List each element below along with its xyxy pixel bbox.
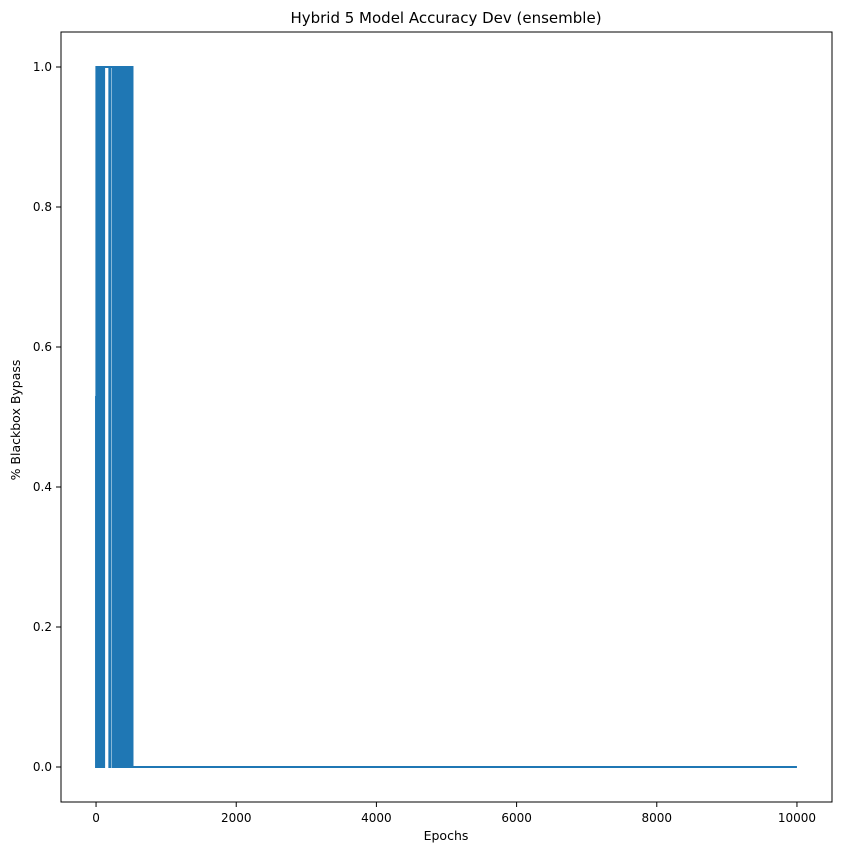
- x-tick-label: 8000: [641, 811, 672, 825]
- y-axis-label: % Blackbox Bypass: [8, 360, 23, 481]
- x-axis-label: Epochs: [424, 828, 469, 843]
- x-tick-label: 10000: [778, 811, 816, 825]
- y-tick-label: 0.0: [33, 760, 52, 774]
- x-tick-label: 4000: [361, 811, 392, 825]
- x-tick-label: 0: [92, 811, 100, 825]
- y-tick-label: 0.4: [33, 480, 52, 494]
- plot-area: [60, 31, 833, 803]
- series-line-0: [95, 66, 797, 768]
- y-tick-label: 0.2: [33, 620, 52, 634]
- y-tick-label: 0.8: [33, 200, 52, 214]
- x-axis: 0 2000 4000 6000 8000 10000: [92, 802, 816, 825]
- y-tick-label: 0.6: [33, 340, 52, 354]
- x-tick-label: 6000: [501, 811, 532, 825]
- y-axis: 0.0 0.2 0.4 0.6 0.8 1.0: [33, 60, 61, 774]
- plot-frame: [60, 31, 833, 803]
- chart-title: Hybrid 5 Model Accuracy Dev (ensemble): [290, 9, 601, 27]
- y-tick-label: 1.0: [33, 60, 52, 74]
- x-tick-label: 2000: [221, 811, 252, 825]
